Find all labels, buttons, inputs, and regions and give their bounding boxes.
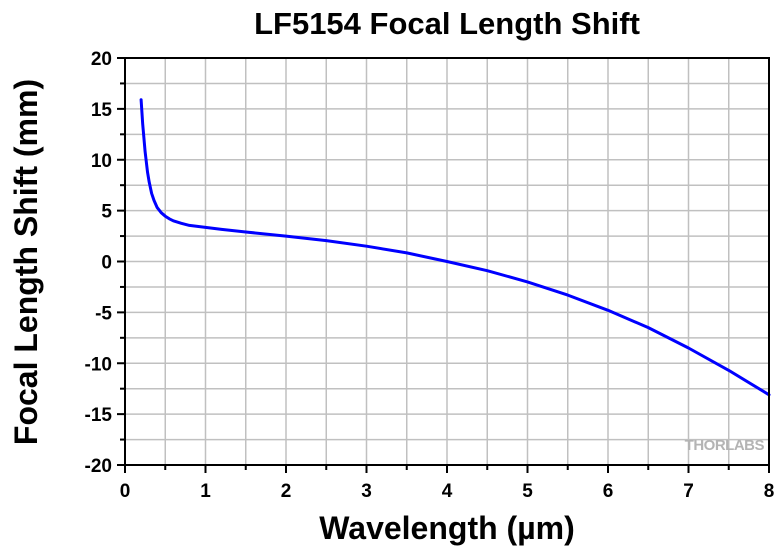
y-tick-label: 20 <box>91 49 112 70</box>
x-tick-label: 8 <box>764 481 775 502</box>
x-tick-label: 6 <box>603 481 614 502</box>
x-tick-label: 3 <box>361 481 372 502</box>
chart-title: LF5154 Focal Length Shift <box>254 6 640 41</box>
x-tick-label: 0 <box>120 481 131 502</box>
y-tick-label: 0 <box>101 253 112 274</box>
y-tick-label: 10 <box>91 151 112 172</box>
y-tick-label: 15 <box>91 100 113 121</box>
y-tick-label: -5 <box>95 303 112 324</box>
x-tick-labels: 0 1 2 3 4 5 6 7 8 <box>120 481 775 502</box>
x-tick-label: 5 <box>522 481 533 502</box>
x-tick-label: 7 <box>683 481 694 502</box>
y-tick-label: 5 <box>101 202 112 223</box>
x-tick-label: 1 <box>200 481 211 502</box>
axes <box>117 57 770 473</box>
y-tick-label: -20 <box>85 456 112 477</box>
x-axis-title: Wavelength (µm) <box>319 510 574 546</box>
y-axis-title: Focal Length Shift (mm) <box>8 79 44 445</box>
series-line-0 <box>139 98 771 397</box>
y-tick-label: -10 <box>85 354 112 375</box>
x-tick-label: 4 <box>442 481 453 502</box>
y-tick-label: -15 <box>85 405 113 426</box>
plot-series <box>139 98 771 397</box>
thorlabs-watermark: THORLABS <box>685 437 765 454</box>
x-tick-label: 2 <box>281 481 292 502</box>
y-tick-labels: 20 15 10 5 0 -5 -10 -15 -20 <box>85 49 113 477</box>
